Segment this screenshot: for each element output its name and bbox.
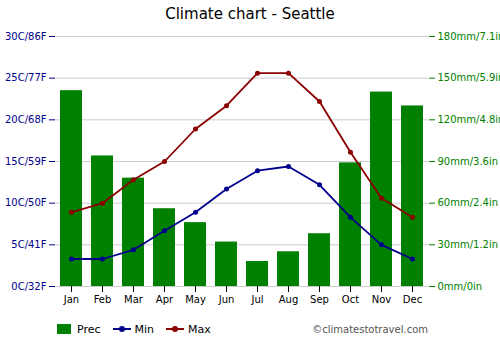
html-text:Prec: Prec: [77, 322, 101, 336]
svg-text:Jun: Jun: [218, 294, 235, 305]
svg-text:Mar: Mar: [124, 294, 144, 305]
html-text:Climate chart - Seattle: Climate chart - Seattle: [165, 5, 335, 23]
html-text:Max: Max: [188, 322, 211, 336]
svg-text:20C/68F: 20C/68F: [5, 114, 47, 125]
svg-text:Sep: Sep: [310, 294, 329, 305]
svg-text:120mm/4.8in: 120mm/4.8in: [438, 114, 500, 125]
svg-text:Aug: Aug: [279, 294, 299, 305]
svg-text:90mm/3.6in: 90mm/3.6in: [438, 156, 499, 167]
svg-text:Feb: Feb: [94, 294, 112, 305]
svg-text:Jul: Jul: [250, 294, 263, 305]
html-text:©climatestotravel.com: ©climatestotravel.com: [312, 323, 428, 335]
svg-text:0C/32F: 0C/32F: [11, 281, 46, 292]
svg-text:25C/77F: 25C/77F: [5, 72, 47, 83]
svg-text:0mm/0in: 0mm/0in: [438, 281, 483, 292]
svg-text:May: May: [185, 294, 206, 305]
svg-text:5C/41F: 5C/41F: [11, 239, 46, 250]
svg-text:Jan: Jan: [63, 294, 79, 305]
svg-text:10C/50F: 10C/50F: [5, 197, 47, 208]
svg-text:15C/59F: 15C/59F: [5, 156, 47, 167]
svg-text:Nov: Nov: [372, 294, 392, 305]
svg-text:Oct: Oct: [342, 294, 359, 305]
svg-text:30C/86F: 30C/86F: [5, 31, 47, 42]
svg-text:30mm/1.2in: 30mm/1.2in: [438, 239, 499, 250]
svg-text:180mm/7.1in: 180mm/7.1in: [438, 31, 500, 42]
svg-text:150mm/5.9in: 150mm/5.9in: [438, 72, 500, 83]
html-text:Min: Min: [134, 322, 155, 336]
svg-text:60mm/2.4in: 60mm/2.4in: [438, 197, 499, 208]
svg-text:Apr: Apr: [156, 294, 174, 305]
svg-text:Dec: Dec: [403, 294, 422, 305]
